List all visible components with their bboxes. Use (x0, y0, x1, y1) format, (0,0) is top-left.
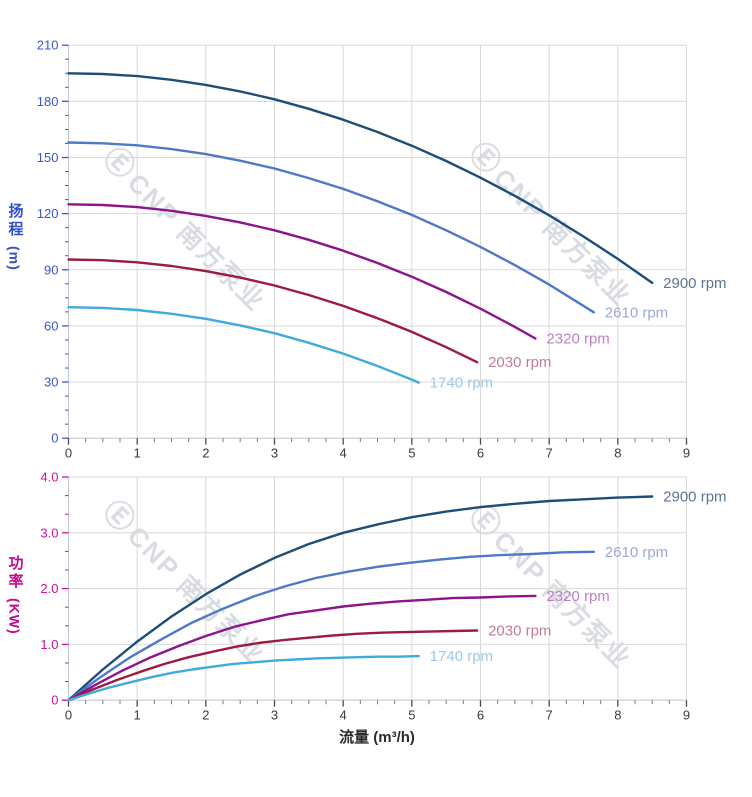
y-axis-title-head-text: 扬程 (6, 203, 24, 239)
curve-label-1740-rpm: 1740 rpm (430, 375, 493, 392)
curve-2900-rpm (67, 72, 654, 285)
x-axis-title: 流量 (m³/h) (339, 729, 415, 746)
y-axis-title-power-text: 功率 (6, 555, 24, 591)
y-tick-label: 210 (37, 38, 59, 53)
x-tick-label: 9 (683, 446, 690, 461)
y-tick-label: 0 (51, 431, 58, 446)
x-tick-label: 1 (134, 708, 141, 723)
x-tick-label: 7 (546, 708, 553, 723)
curve-label-2030-rpm: 2030 rpm (488, 354, 551, 371)
x-tick-label: 0 (65, 708, 72, 723)
curve-1740-rpm (67, 654, 420, 702)
x-tick-label: 9 (683, 708, 690, 723)
x-tick-label: 5 (408, 708, 415, 723)
y-tick-label: 120 (37, 206, 59, 221)
curve-label-2610-rpm: 2610 rpm (605, 304, 668, 321)
curve-2030-rpm (67, 629, 479, 702)
x-tick-label: 8 (614, 446, 621, 461)
x-tick-label: 5 (408, 446, 415, 461)
y-tick-label: 3.0 (40, 525, 58, 540)
y-axis-title-power-unit: (KW) (6, 598, 23, 635)
x-tick-label: 3 (271, 446, 278, 461)
curve-label-2320-rpm: 2320 rpm (546, 330, 609, 347)
curve-2030-rpm (67, 258, 479, 364)
x-tick-label: 6 (477, 708, 484, 723)
y-tick-label: 0 (51, 693, 58, 708)
curve-2900-rpm (67, 495, 654, 702)
curve-2610-rpm (67, 550, 595, 702)
curve-label-2610-rpm: 2610 rpm (605, 544, 668, 561)
curve-1740-rpm (67, 306, 420, 384)
x-tick-label: 8 (614, 708, 621, 723)
y-tick-label: 30 (44, 375, 58, 390)
x-tick-label: 4 (340, 708, 347, 723)
x-tick-label: 2 (202, 708, 209, 723)
curve-label-2900-rpm: 2900 rpm (663, 489, 726, 506)
y-tick-label: 60 (44, 318, 58, 333)
x-tick-label: 6 (477, 446, 484, 461)
y-tick-label: 180 (37, 94, 59, 109)
x-tick-label: 2 (202, 446, 209, 461)
x-tick-label: 1 (134, 446, 141, 461)
curve-2320-rpm (67, 203, 537, 340)
y-tick-label: 1.0 (40, 637, 58, 652)
x-tick-label: 4 (340, 446, 347, 461)
curve-label-1740-rpm: 1740 rpm (430, 648, 493, 665)
curve-2610-rpm (67, 141, 595, 314)
y-tick-label: 90 (44, 262, 58, 277)
y-tick-label: 4.0 (40, 470, 58, 485)
curve-label-2320-rpm: 2320 rpm (546, 588, 609, 605)
y-axis-title-head: 扬程 (m) (6, 203, 24, 271)
y-tick-label: 2.0 (40, 581, 58, 596)
x-tick-label: 3 (271, 708, 278, 723)
curve-label-2900-rpm: 2900 rpm (663, 275, 726, 292)
y-axis-title-head-unit: (m) (6, 246, 23, 271)
curve-2320-rpm (67, 594, 537, 702)
curve-label-2030-rpm: 2030 rpm (488, 622, 551, 639)
y-axis-title-power: 功率 (KW) (6, 555, 24, 635)
y-tick-label: 150 (37, 150, 59, 165)
x-tick-label: 7 (546, 446, 553, 461)
x-tick-label: 0 (65, 446, 72, 461)
